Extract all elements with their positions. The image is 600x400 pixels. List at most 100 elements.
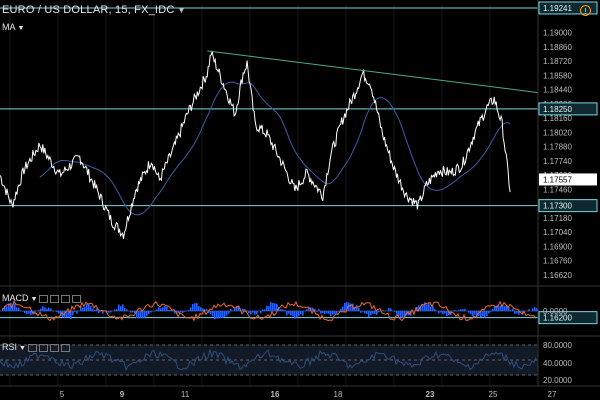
macd-histogram-bar [290, 311, 292, 316]
moving-average-line [39, 81, 511, 216]
macd-histogram-bar [470, 311, 472, 315]
ma-label[interactable]: MA [2, 22, 16, 32]
more-icon[interactable] [60, 343, 70, 352]
macd-indicator-label[interactable]: MACD ▼ [2, 293, 82, 303]
trend-line[interactable] [207, 50, 539, 94]
macd-histogram-bar [160, 308, 162, 311]
macd-histogram-bar [374, 311, 376, 314]
macd-histogram-bar [382, 310, 384, 311]
price-axis: 1.190001.188601.187201.185801.184401.183… [543, 29, 572, 280]
macd-histogram-bar [446, 311, 448, 317]
macd-histogram-bar [136, 311, 138, 318]
macd-histogram-bar [146, 311, 148, 316]
macd-histogram-bar [474, 311, 476, 315]
macd-histogram-bar [516, 311, 518, 314]
macd-histogram-bar [532, 308, 534, 311]
macd-histogram-bar [162, 307, 164, 311]
macd-histogram-bar [376, 311, 378, 315]
visibility-icon[interactable] [27, 343, 37, 352]
macd-histogram-bar [458, 310, 460, 311]
macd-histogram-bar [210, 311, 212, 314]
macd-histogram-bar [488, 311, 490, 314]
macd-histogram-bar [184, 311, 186, 312]
visibility-icon[interactable] [39, 294, 49, 303]
macd-histogram-bar [264, 309, 266, 311]
macd-histogram-bar [156, 309, 158, 311]
macd-histogram-bar [438, 311, 440, 314]
price-tick-label: 1.18860 [543, 43, 572, 52]
macd-histogram-bar [72, 311, 74, 316]
macd-histogram-bar [282, 309, 284, 311]
macd-histogram-bar [28, 311, 30, 314]
macd-histogram-bar [224, 311, 226, 317]
time-tick-label: 11 [181, 390, 190, 399]
level-tag-resistance [538, 102, 598, 116]
macd-histogram-bar [400, 311, 402, 318]
macd-histogram-bar [448, 311, 450, 316]
macd-histogram-bar [378, 311, 380, 312]
warning-circle-icon[interactable]: ! [580, 5, 591, 16]
macd-histogram-bar [272, 302, 274, 311]
macd-histogram-bar [338, 311, 340, 312]
macd-histogram-bar [494, 306, 496, 311]
macd-histogram-bar [140, 311, 142, 318]
level-tag-bottom [538, 311, 598, 325]
macd-histogram-bar [114, 309, 116, 311]
ma-indicator-label[interactable]: MA ▼ [2, 22, 24, 32]
macd-histogram-bar [468, 311, 470, 313]
macd-histogram-bar [100, 311, 102, 312]
macd-histogram-bar [366, 311, 368, 314]
macd-histogram-bar [10, 302, 12, 311]
macd-histogram-bar [40, 308, 42, 311]
price-tick-label: 1.17040 [543, 228, 572, 237]
symbol-header[interactable]: EURO / US DOLLAR, 15, FX_IDC ▼ [2, 4, 186, 16]
macd-histogram-bar [252, 311, 254, 313]
macd-histogram-bar [276, 303, 278, 311]
price-tick-label: 1.17180 [543, 214, 572, 223]
macd-histogram-bar [514, 311, 516, 314]
macd-histogram-bar [360, 311, 362, 313]
level-tag-label-top: 1.19241 [543, 4, 572, 13]
macd-histogram-bar [198, 305, 200, 311]
macd-signal-line [1, 300, 537, 322]
price-tick-label: 1.16760 [543, 257, 572, 266]
settings-icon[interactable] [38, 343, 48, 352]
macd-histogram-bar [476, 311, 478, 318]
rsi-tick-label: 40.0000 [543, 359, 572, 368]
macd-histogram-bar [364, 311, 366, 314]
macd-histogram-bar [22, 311, 24, 312]
settings-icon[interactable] [50, 294, 60, 303]
chevron-down-icon[interactable]: ▼ [17, 25, 25, 32]
macd-histogram-bar [370, 311, 372, 316]
macd-histogram-bar [528, 309, 530, 311]
macd-histogram-bar [326, 311, 328, 314]
macd-histogram-bar [424, 302, 426, 311]
rsi-label[interactable]: RSI [2, 342, 18, 352]
close-icon[interactable] [49, 343, 59, 352]
level-tag-label-bottom: 1.16200 [543, 314, 572, 323]
macd-histogram-bar [256, 311, 258, 315]
macd-histogram-bar [266, 305, 268, 311]
macd-label[interactable]: MACD [2, 293, 29, 303]
rsi-indicator-label[interactable]: RSI ▼ [2, 342, 70, 352]
macd-histogram-bar [274, 303, 276, 311]
more-icon[interactable] [72, 294, 82, 303]
macd-histogram-bar [142, 311, 144, 319]
chevron-down-icon[interactable]: ▼ [19, 345, 26, 352]
macd-histogram-bar [472, 311, 474, 317]
macd-histogram-bar [534, 307, 536, 311]
macd-histogram-bar [322, 311, 324, 314]
symbol-title[interactable]: EURO / US DOLLAR, 15, FX_IDC [2, 4, 175, 16]
close-icon[interactable] [61, 294, 71, 303]
horizontal-levels[interactable] [0, 7, 538, 319]
macd-histogram-bar [158, 307, 160, 311]
macd-histogram-bar [482, 311, 484, 317]
grid-lines [9, 4, 539, 385]
macd-histogram-bar [402, 311, 404, 318]
macd-histogram-bar [86, 303, 88, 311]
chevron-down-icon[interactable]: ▼ [30, 296, 38, 303]
macd-histogram-bar [314, 309, 316, 311]
macd-histogram-bar [396, 311, 398, 316]
chevron-down-icon[interactable]: ▼ [177, 6, 186, 15]
